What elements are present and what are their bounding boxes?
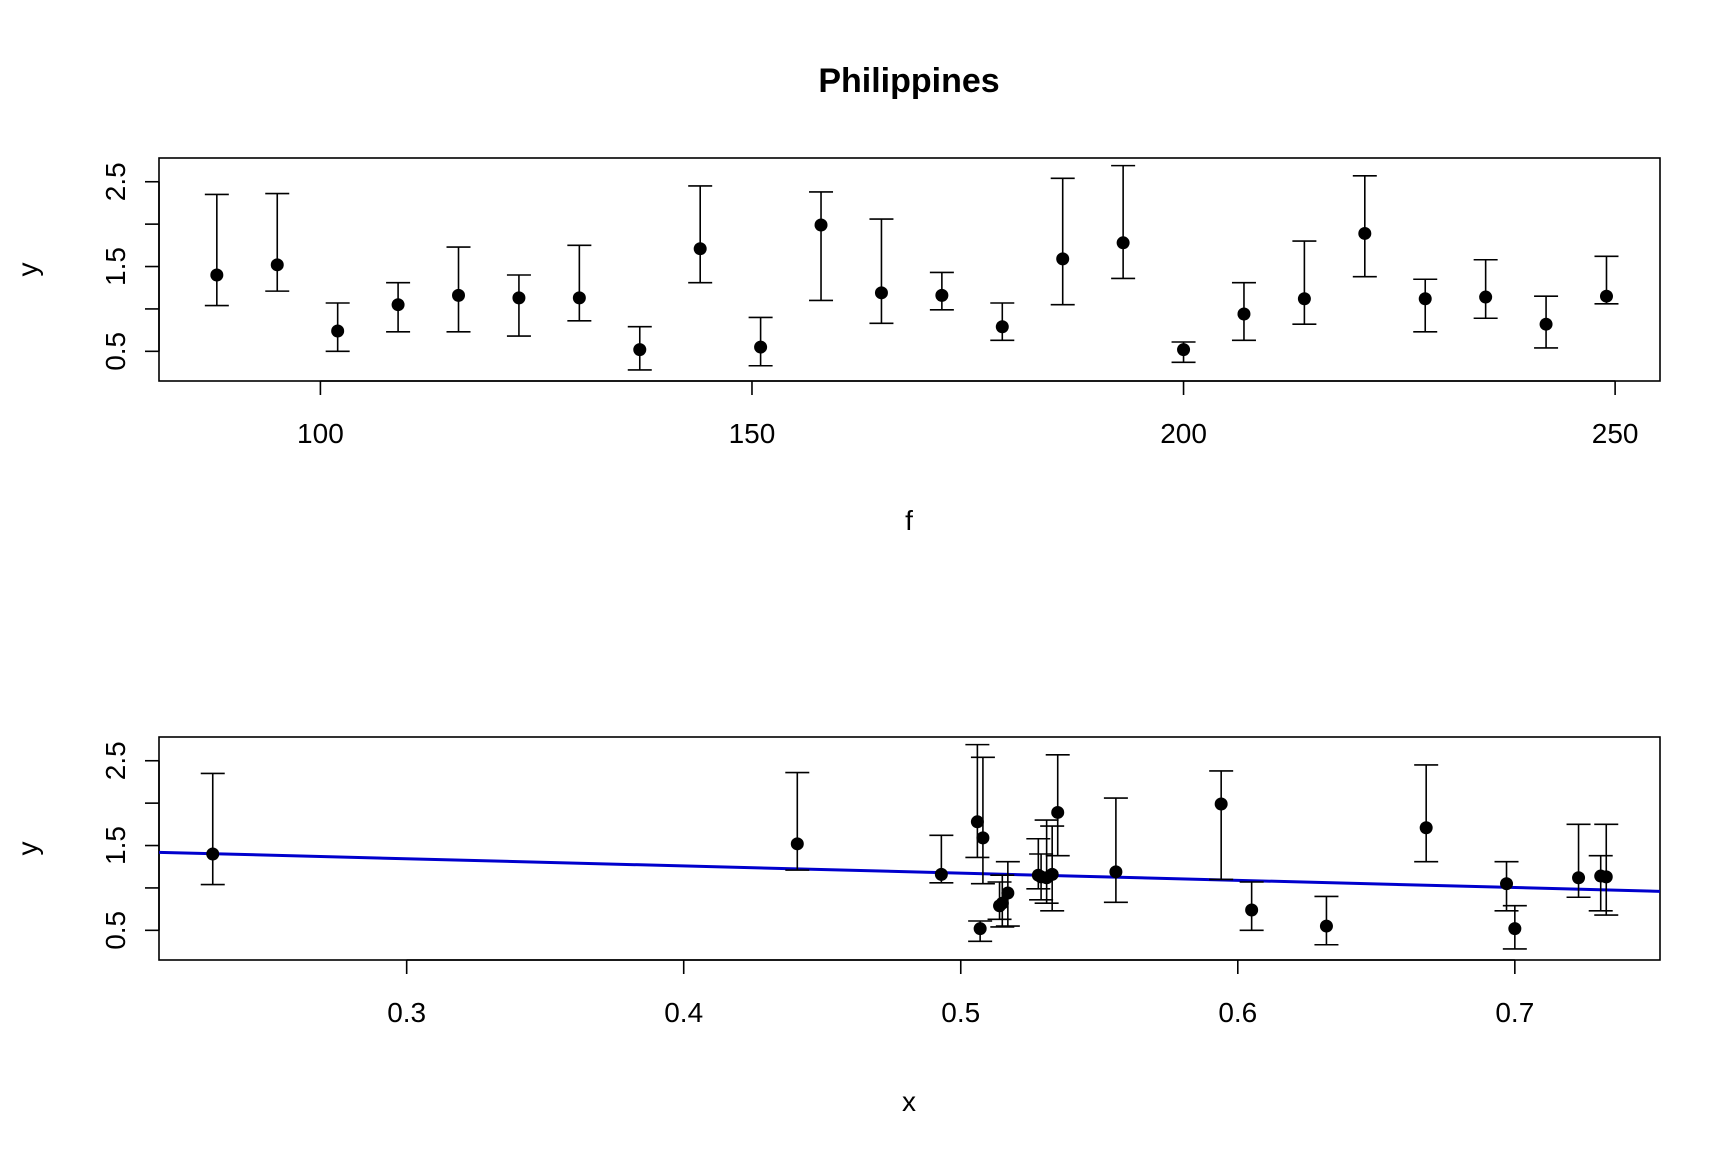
plot-frame-x <box>158 736 1661 961</box>
data-point <box>973 922 987 936</box>
data-point <box>633 343 647 357</box>
x-tick-label: 0.6 <box>1218 997 1257 1028</box>
x-tick-label: 200 <box>1160 418 1207 449</box>
error-bar <box>567 244 592 322</box>
error-bar <box>965 743 990 859</box>
error-bar <box>1292 240 1317 325</box>
data-points-frequency <box>204 164 1619 371</box>
plot-frame-frequency <box>158 157 1661 382</box>
data-point <box>1056 252 1070 266</box>
error-bar <box>1413 278 1438 333</box>
error-bar <box>1414 764 1439 863</box>
data-point <box>1237 307 1251 321</box>
data-point <box>970 815 984 829</box>
error-bar <box>265 192 290 292</box>
x-ticks-frequency: 100 150 200 250 <box>297 380 1639 449</box>
x-tick-label: 0.7 <box>1495 997 1534 1028</box>
y-tick-label: 2.5 <box>100 162 131 201</box>
data-point <box>1539 317 1553 331</box>
data-point <box>572 291 586 305</box>
data-point <box>1031 868 1045 882</box>
x-tick-label: 100 <box>297 418 344 449</box>
data-point <box>790 837 804 851</box>
data-point <box>1245 903 1259 917</box>
regression-line <box>158 850 1661 893</box>
data-point <box>1508 922 1522 936</box>
data-point <box>1214 797 1228 811</box>
error-bar <box>506 274 531 337</box>
y-axis-label-x: y <box>12 842 43 856</box>
data-point <box>512 291 526 305</box>
data-points-x <box>200 743 1619 950</box>
x-axis-label-x: x <box>902 1086 916 1117</box>
data-point <box>206 847 220 861</box>
plot-panel-frequency: f y 100 150 200 250 0.5 1.5 2.5 <box>12 157 1661 536</box>
x-ticks-x: 0.3 0.4 0.5 0.6 0.7 <box>387 959 1534 1028</box>
data-point <box>1572 871 1586 885</box>
data-point <box>1599 289 1613 303</box>
error-bar <box>1209 770 1234 881</box>
y-axis-label-frequency: y <box>12 263 43 277</box>
error-bar <box>869 218 894 325</box>
error-bar <box>1566 823 1591 899</box>
data-point <box>1479 290 1493 304</box>
data-point <box>693 242 707 256</box>
error-bar <box>688 185 713 284</box>
data-point <box>1418 292 1432 306</box>
data-point <box>935 288 949 302</box>
data-point <box>331 324 345 338</box>
data-point <box>452 288 466 302</box>
data-point <box>995 896 1009 910</box>
x-tick-label: 150 <box>729 418 776 449</box>
error-bar <box>785 771 810 871</box>
data-point <box>934 867 948 881</box>
y-tick-label: 2.5 <box>100 741 131 780</box>
data-point <box>1001 886 1015 900</box>
data-point <box>1319 919 1333 933</box>
data-point <box>995 320 1009 334</box>
error-bar <box>1103 797 1128 904</box>
error-bar <box>1045 754 1070 857</box>
y-tick-label: 0.5 <box>100 332 131 371</box>
error-bar <box>1111 164 1136 280</box>
error-bar <box>1050 177 1075 306</box>
data-point <box>1594 869 1608 883</box>
x-tick-label: 0.4 <box>664 997 703 1028</box>
regression-line-layer <box>158 850 1661 893</box>
y-tick-label: 1.5 <box>100 826 131 865</box>
data-point <box>1051 805 1065 819</box>
y-ticks-x: 0.5 1.5 2.5 <box>100 741 160 950</box>
data-point <box>976 831 990 845</box>
data-point <box>1419 821 1433 835</box>
x-tick-label: 0.3 <box>387 997 426 1028</box>
data-point <box>1297 292 1311 306</box>
data-point <box>1116 236 1130 250</box>
y-tick-label: 1.5 <box>100 247 131 286</box>
data-point <box>874 286 888 300</box>
data-point <box>814 218 828 232</box>
data-point <box>1358 226 1372 240</box>
y-ticks-frequency: 0.5 1.5 2.5 <box>100 162 160 371</box>
error-bar <box>809 191 834 302</box>
error-bar <box>204 193 229 307</box>
error-bar <box>1352 175 1377 278</box>
data-point <box>391 298 405 312</box>
y-tick-label: 0.5 <box>100 911 131 950</box>
chart-title: Philippines <box>818 62 999 100</box>
data-point <box>210 268 224 282</box>
data-point <box>754 340 768 354</box>
error-bar <box>1473 258 1498 320</box>
data-point <box>1109 865 1123 879</box>
plot-panel-x: x y 0.3 0.4 0.5 0.6 0.7 0.5 1.5 2.5 <box>12 736 1661 1117</box>
error-bar <box>1594 823 1619 916</box>
x-tick-label: 0.5 <box>941 997 980 1028</box>
x-tick-label: 250 <box>1592 418 1639 449</box>
error-bar <box>200 772 225 886</box>
data-point <box>270 258 284 272</box>
error-bar <box>1588 854 1613 912</box>
data-point <box>1500 877 1514 891</box>
data-point <box>1177 343 1191 357</box>
x-axis-label-frequency: f <box>905 505 913 536</box>
